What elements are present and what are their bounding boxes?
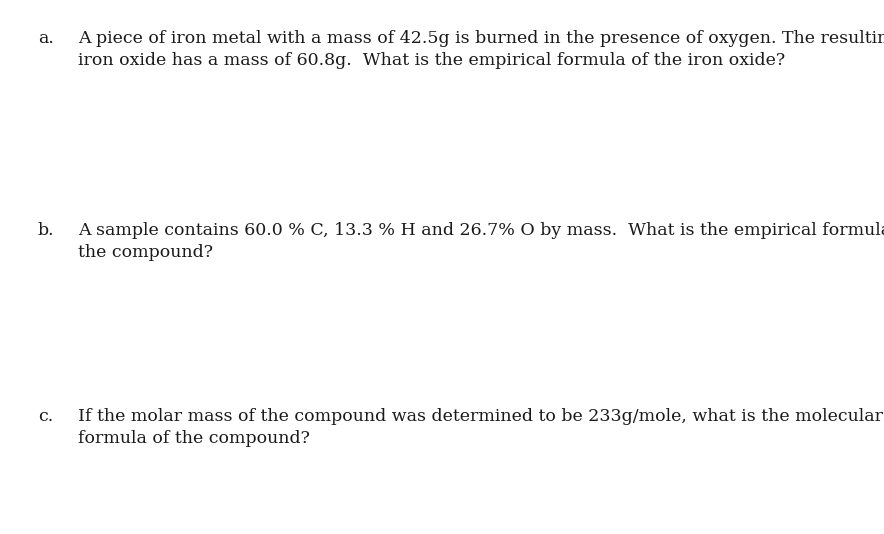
Text: iron oxide has a mass of 60.8g.  What is the empirical formula of the iron oxide: iron oxide has a mass of 60.8g. What is … <box>78 52 785 69</box>
Text: If the molar mass of the compound was determined to be 233g/mole, what is the mo: If the molar mass of the compound was de… <box>78 408 883 425</box>
Text: c.: c. <box>38 408 53 425</box>
Text: A sample contains 60.0 % C, 13.3 % H and 26.7% O by mass.  What is the empirical: A sample contains 60.0 % C, 13.3 % H and… <box>78 222 884 239</box>
Text: b.: b. <box>38 222 55 239</box>
Text: the compound?: the compound? <box>78 244 213 261</box>
Text: a.: a. <box>38 30 54 47</box>
Text: A piece of iron metal with a mass of 42.5g is burned in the presence of oxygen. : A piece of iron metal with a mass of 42.… <box>78 30 884 47</box>
Text: formula of the compound?: formula of the compound? <box>78 430 310 447</box>
